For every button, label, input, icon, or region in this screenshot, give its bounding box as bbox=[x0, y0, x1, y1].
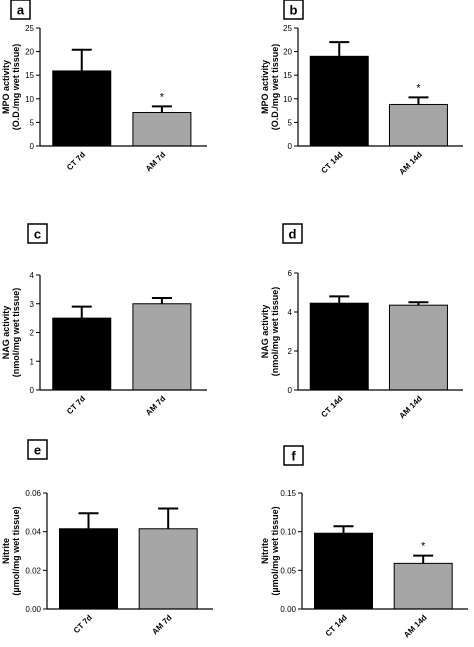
y-tick-label: 10 bbox=[283, 95, 292, 104]
y-axis-label: NAG activity bbox=[1, 306, 11, 360]
bar bbox=[388, 304, 448, 391]
panel-letter: d bbox=[289, 227, 297, 242]
y-tick-label: 1 bbox=[30, 357, 35, 366]
bar bbox=[393, 562, 453, 610]
chart-panel-b: b CT 14d * AM 14d 0 5 10 15 20 25 MPO activity (O.D… bbox=[260, 0, 463, 177]
category-label: CT 14d bbox=[319, 150, 344, 175]
y-axis-label: (µmol/mg wet tissue) bbox=[11, 506, 21, 595]
significance-marker: * bbox=[416, 82, 421, 94]
y-axis-label: (nmol/mg wet tissue) bbox=[270, 287, 280, 377]
y-tick-label: 2 bbox=[30, 329, 35, 338]
bar bbox=[52, 70, 112, 147]
category-label: CT 7d bbox=[72, 613, 94, 635]
chart-panel-d: d CT 14d AM 14d 0 2 4 6 NAG activity (nmol/mg we… bbox=[260, 223, 463, 421]
y-tick-label: 0.06 bbox=[25, 489, 41, 498]
category-label: AM 14d bbox=[397, 150, 424, 177]
y-axis-label: (O.D./mg wet tissue) bbox=[11, 44, 21, 131]
y-tick-label: 0.00 bbox=[25, 605, 41, 614]
y-tick-label: 6 bbox=[288, 269, 293, 278]
chart-panel-f: f CT 14d * AM 14d 0.00 0.05 0.10 0.15 Nitrite (µm… bbox=[260, 445, 468, 640]
chart-panel-a: a CT 7d * AM 7d 0 5 10 15 20 25 MPO activity (O.D./… bbox=[1, 0, 207, 173]
y-tick-label: 15 bbox=[25, 71, 34, 80]
y-axis-label: Nitrite bbox=[1, 538, 11, 564]
y-tick-label: 10 bbox=[25, 95, 34, 104]
category-label: AM 7d bbox=[144, 394, 167, 417]
category-label: AM 14d bbox=[397, 394, 424, 421]
y-tick-label: 0.05 bbox=[280, 566, 296, 575]
panel-letter-box bbox=[10, 0, 31, 20]
category-label: CT 14d bbox=[319, 394, 344, 419]
y-tick-label: 0.04 bbox=[25, 528, 41, 537]
y-tick-label: 0 bbox=[30, 142, 35, 151]
panel-letter: b bbox=[290, 3, 298, 18]
y-axis-label: (µmol/mg wet tissue) bbox=[270, 506, 280, 595]
bar bbox=[52, 317, 112, 391]
bar bbox=[309, 302, 369, 391]
y-tick-label: 25 bbox=[283, 24, 292, 33]
y-tick-label: 0 bbox=[288, 386, 293, 395]
y-tick-label: 20 bbox=[25, 48, 34, 57]
y-tick-label: 4 bbox=[30, 271, 35, 280]
bar bbox=[138, 528, 198, 610]
y-tick-label: 0.02 bbox=[25, 566, 41, 575]
y-tick-label: 5 bbox=[30, 118, 35, 127]
y-axis-label: MPO activity bbox=[1, 60, 11, 114]
category-label: AM 14d bbox=[402, 613, 429, 640]
y-tick-label: 25 bbox=[25, 24, 34, 33]
panel-letter-box bbox=[282, 223, 303, 244]
y-axis-label: MPO activity bbox=[260, 60, 270, 114]
significance-marker: * bbox=[160, 91, 165, 103]
bar bbox=[314, 532, 373, 610]
y-tick-label: 3 bbox=[30, 300, 35, 309]
significance-marker: * bbox=[421, 541, 426, 553]
bar bbox=[132, 303, 192, 391]
y-axis-label: (nmol/mg wet tissue) bbox=[11, 288, 21, 378]
y-axis-label: NAG activity bbox=[260, 305, 270, 359]
y-tick-label: 0 bbox=[30, 386, 35, 395]
chart-panel-c: c CT 7d AM 7d 0 1 2 3 4 NAG activity (nmol/mg wet… bbox=[1, 223, 207, 417]
panel-letter-box bbox=[283, 445, 304, 466]
chart-panel-e: e CT 7d AM 7d 0.00 0.02 0.04 0.06 Nitrite (µmol/… bbox=[1, 439, 213, 636]
bar bbox=[59, 528, 118, 610]
y-tick-label: 0.10 bbox=[280, 528, 296, 537]
bar bbox=[132, 111, 192, 147]
panel-letter-box bbox=[27, 439, 48, 460]
category-label: AM 7d bbox=[144, 150, 167, 173]
bar bbox=[309, 55, 369, 147]
panel-letter-box bbox=[283, 0, 304, 20]
y-tick-label: 20 bbox=[283, 48, 292, 57]
y-tick-label: 0 bbox=[288, 142, 293, 151]
category-label: CT 14d bbox=[324, 613, 349, 638]
y-axis-label: Nitrite bbox=[260, 538, 270, 564]
panel-letter: a bbox=[17, 3, 25, 18]
bar bbox=[388, 103, 448, 147]
y-tick-label: 0.00 bbox=[280, 605, 296, 614]
y-tick-label: 2 bbox=[288, 347, 293, 356]
panel-letter-box bbox=[27, 223, 48, 244]
y-axis-label: (O.D./mg wet tissue) bbox=[270, 44, 280, 131]
y-tick-label: 4 bbox=[288, 308, 293, 317]
panel-letter: f bbox=[291, 449, 296, 464]
panel-letter: c bbox=[34, 227, 41, 242]
panel-letter: e bbox=[34, 443, 41, 458]
category-label: CT 7d bbox=[65, 150, 87, 172]
category-label: AM 7d bbox=[150, 613, 173, 636]
y-tick-label: 5 bbox=[288, 118, 293, 127]
category-label: CT 7d bbox=[65, 394, 87, 416]
y-tick-label: 0.15 bbox=[280, 489, 296, 498]
y-tick-label: 15 bbox=[283, 71, 292, 80]
